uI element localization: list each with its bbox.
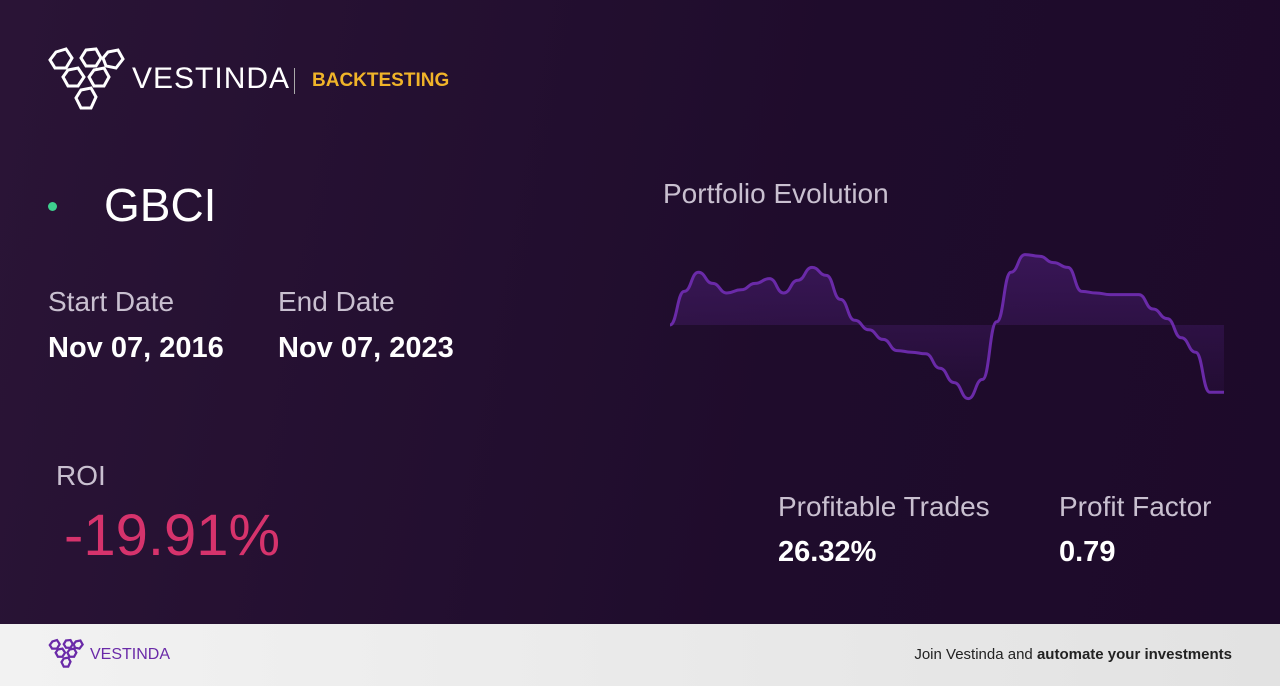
- area: [670, 254, 1224, 399]
- section: BACKTESTING: [312, 70, 450, 91]
- footer-logo: [48, 638, 84, 668]
- divider: [294, 68, 295, 94]
- footer-brand: VESTINDA: [90, 646, 171, 663]
- roi-value: -19.91%: [64, 503, 281, 568]
- logo: [48, 47, 125, 110]
- ticker: GBCI: [104, 179, 217, 231]
- pf-label: Profit Factor: [1059, 491, 1212, 522]
- end-value: Nov 07, 2023: [278, 332, 454, 364]
- chart-title: Portfolio Evolution: [663, 178, 889, 209]
- footer-text: Join Vestinda and: [914, 646, 1033, 663]
- trades-value: 26.32%: [778, 536, 877, 568]
- start-label: Start Date: [48, 286, 175, 317]
- ticker-icon: [48, 202, 57, 211]
- pf-value: 0.79: [1059, 536, 1116, 568]
- brand: VESTINDA: [132, 62, 291, 95]
- footer-emphasis: automate your investments: [1036, 646, 1232, 663]
- line: [669, 253, 1224, 401]
- footer: VESTINDA Join Vestinda and automate your…: [0, 624, 1280, 686]
- end-label: End Date: [278, 286, 395, 317]
- sparkline: [669, 253, 1224, 401]
- trades-label: Profitable Trades: [778, 491, 990, 522]
- start-value: Nov 07, 2016: [48, 332, 224, 364]
- roi-label: ROI: [56, 460, 106, 491]
- footer-cta: Join Vestinda and automate your investme…: [914, 646, 1232, 663]
